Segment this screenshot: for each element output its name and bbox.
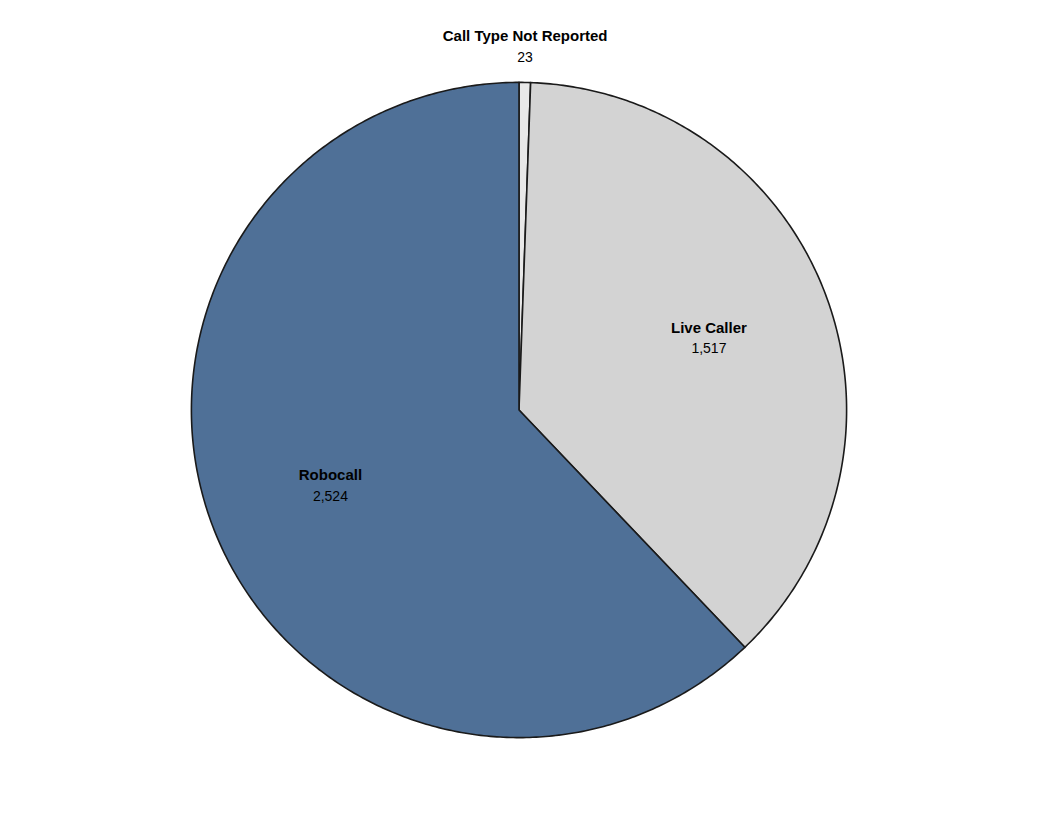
- svg-text:Robocall: Robocall: [299, 466, 362, 483]
- svg-text:2,524: 2,524: [313, 488, 348, 504]
- svg-text:23: 23: [517, 49, 533, 65]
- svg-text:Live Caller: Live Caller: [671, 319, 747, 336]
- svg-text:1,517: 1,517: [691, 340, 726, 356]
- svg-text:Call Type Not Reported: Call Type Not Reported: [443, 27, 608, 44]
